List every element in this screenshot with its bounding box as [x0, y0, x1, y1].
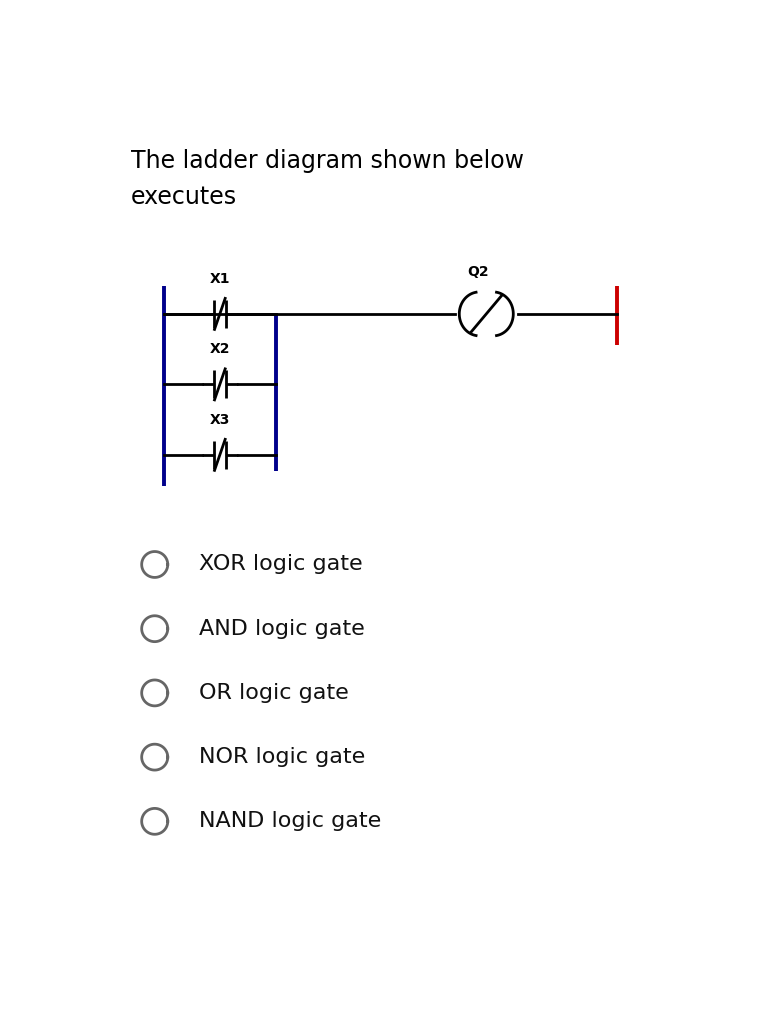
- Text: NOR logic gate: NOR logic gate: [199, 747, 365, 767]
- Text: XOR logic gate: XOR logic gate: [199, 554, 363, 575]
- Text: executes: executes: [131, 185, 237, 208]
- Text: AND logic gate: AND logic gate: [199, 618, 365, 639]
- Text: Q2: Q2: [467, 265, 488, 280]
- Text: The ladder diagram shown below: The ladder diagram shown below: [131, 149, 524, 174]
- Text: X1: X1: [209, 272, 230, 286]
- Text: X3: X3: [209, 413, 230, 427]
- Text: OR logic gate: OR logic gate: [199, 682, 349, 703]
- Text: X2: X2: [209, 342, 230, 356]
- Text: NAND logic gate: NAND logic gate: [199, 812, 381, 831]
